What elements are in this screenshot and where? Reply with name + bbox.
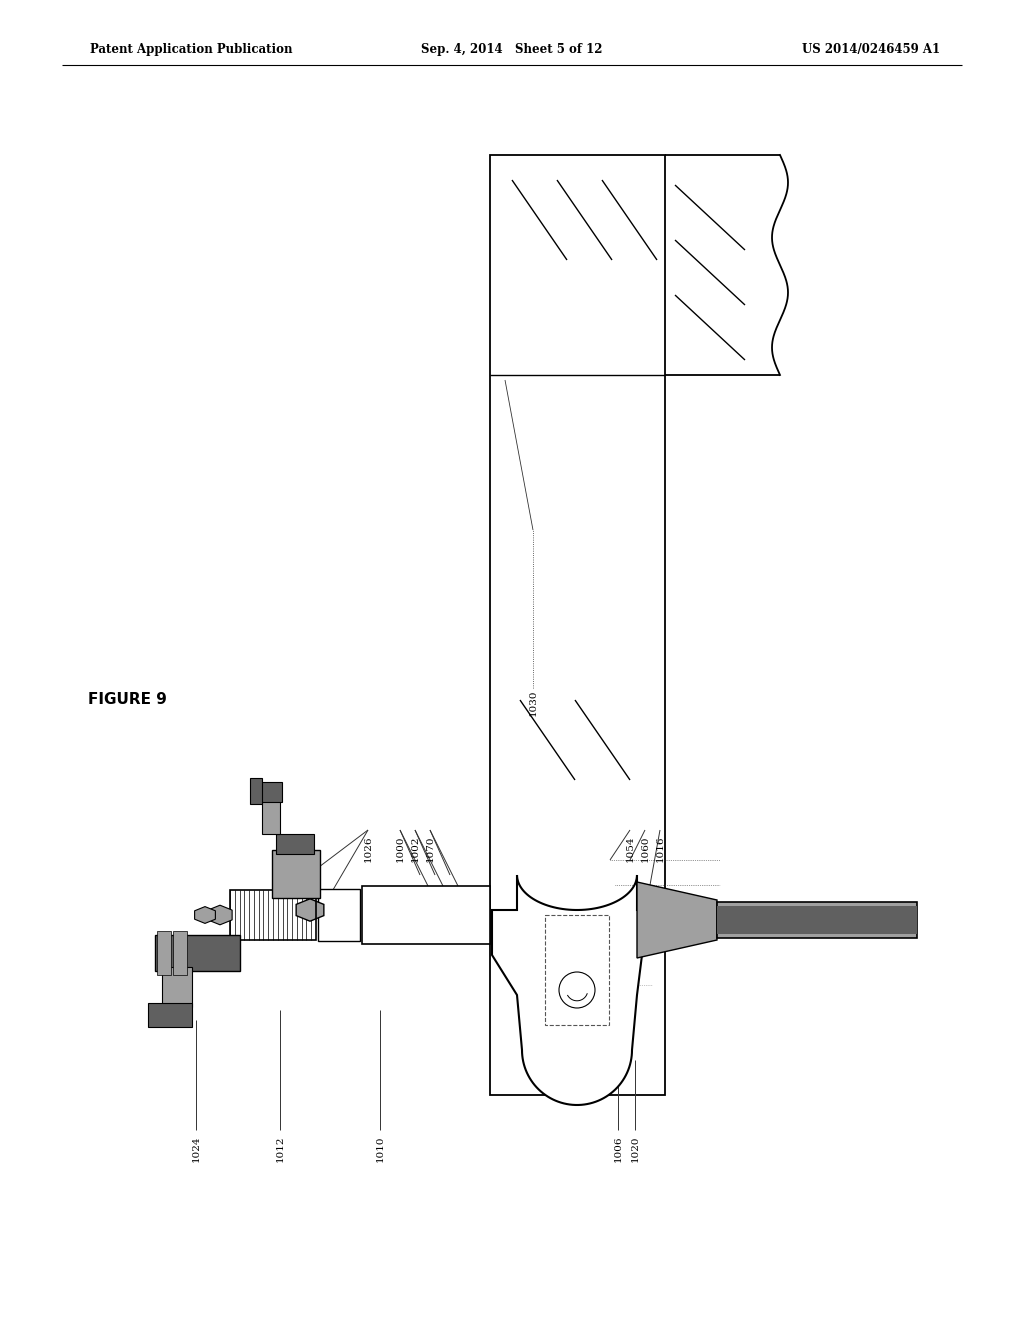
Text: 1026: 1026 xyxy=(364,836,373,862)
Text: 1054: 1054 xyxy=(626,836,635,862)
Bar xyxy=(362,886,490,944)
Bar xyxy=(148,1003,193,1027)
Bar xyxy=(272,850,319,898)
Text: US 2014/0246459 A1: US 2014/0246459 A1 xyxy=(802,44,940,57)
Text: 1010: 1010 xyxy=(376,1135,384,1162)
Bar xyxy=(490,154,665,1096)
Circle shape xyxy=(559,972,595,1008)
Bar xyxy=(545,915,609,1026)
Text: 1024: 1024 xyxy=(191,1135,201,1162)
Text: 1030: 1030 xyxy=(528,690,538,717)
Polygon shape xyxy=(262,795,280,834)
Bar xyxy=(155,935,240,972)
Polygon shape xyxy=(208,906,232,925)
Text: FIGURE 9: FIGURE 9 xyxy=(88,693,167,708)
Text: Patent Application Publication: Patent Application Publication xyxy=(90,44,293,57)
Polygon shape xyxy=(637,882,717,958)
Bar xyxy=(717,906,918,935)
Bar xyxy=(250,777,262,804)
Text: 1060: 1060 xyxy=(640,836,649,862)
Text: 1020: 1020 xyxy=(631,1135,640,1162)
Bar xyxy=(157,931,171,975)
Text: 1070: 1070 xyxy=(426,836,434,862)
Text: 1000: 1000 xyxy=(395,836,404,862)
Text: 1002: 1002 xyxy=(411,836,420,862)
Bar xyxy=(276,834,314,854)
Bar xyxy=(162,968,193,1007)
Bar xyxy=(230,890,316,940)
Bar xyxy=(717,902,918,939)
Text: 1006: 1006 xyxy=(613,1135,623,1162)
Text: Sep. 4, 2014   Sheet 5 of 12: Sep. 4, 2014 Sheet 5 of 12 xyxy=(421,44,603,57)
Bar xyxy=(362,886,490,944)
Polygon shape xyxy=(492,875,642,1105)
Text: 1016: 1016 xyxy=(655,836,665,862)
Bar xyxy=(318,888,360,941)
Polygon shape xyxy=(195,907,215,924)
Text: 1012: 1012 xyxy=(275,1135,285,1162)
Bar xyxy=(254,781,282,803)
Bar xyxy=(173,931,187,975)
Polygon shape xyxy=(296,899,324,921)
